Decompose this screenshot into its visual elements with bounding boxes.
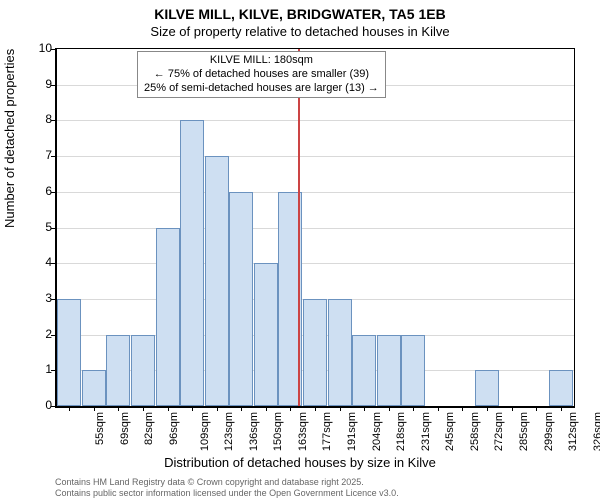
gridline [57, 263, 574, 264]
xtick-mark [340, 406, 341, 411]
xtick-label: 272sqm [494, 412, 506, 451]
xtick-mark [192, 406, 193, 411]
bar [377, 335, 401, 406]
xtick-label: 204sqm [371, 412, 383, 451]
xtick-mark [143, 406, 144, 411]
chart-title-main: KILVE MILL, KILVE, BRIDGWATER, TA5 1EB [0, 6, 600, 22]
reference-line [298, 49, 300, 406]
xtick-mark [168, 406, 169, 411]
gridline [57, 120, 574, 121]
annotation-box: KILVE MILL: 180sqm ← 75% of detached hou… [137, 51, 386, 98]
xtick-mark [389, 406, 390, 411]
xtick-mark [118, 406, 119, 411]
xtick-label: 285sqm [518, 412, 530, 451]
bar [180, 120, 204, 406]
annotation-line1: KILVE MILL: 180sqm [210, 54, 313, 66]
gridline [57, 192, 574, 193]
xtick-label: 312sqm [567, 412, 579, 451]
xtick-mark [462, 406, 463, 411]
xtick-label: 123sqm [223, 412, 235, 451]
bar [82, 370, 106, 406]
xtick-label: 191sqm [346, 412, 358, 451]
xtick-label: 55sqm [94, 412, 106, 445]
bar [254, 263, 278, 406]
xtick-mark [94, 406, 95, 411]
xtick-mark [487, 406, 488, 411]
xtick-label: 218sqm [395, 412, 407, 451]
bar [549, 370, 573, 406]
gridline [57, 228, 574, 229]
bar [106, 335, 130, 406]
ytick-label: 6 [32, 184, 52, 198]
footer-attribution: Contains HM Land Registry data © Crown c… [55, 477, 399, 498]
xtick-mark [290, 406, 291, 411]
bar [205, 156, 229, 406]
ytick-label: 9 [32, 77, 52, 91]
xtick-mark [241, 406, 242, 411]
ytick-label: 3 [32, 291, 52, 305]
annotation-line3: 25% of semi-detached houses are larger (… [144, 82, 379, 94]
bar [303, 299, 327, 406]
ytick-label: 4 [32, 255, 52, 269]
xtick-label: 177sqm [322, 412, 334, 451]
xtick-label: 245sqm [444, 412, 456, 451]
plot-area: KILVE MILL: 180sqm ← 75% of detached hou… [55, 48, 575, 408]
xtick-label: 258sqm [469, 412, 481, 451]
x-axis-label: Distribution of detached houses by size … [0, 455, 600, 470]
xtick-label: 150sqm [272, 412, 284, 451]
footer-line2: Contains public sector information licen… [55, 488, 399, 498]
ytick-label: 10 [32, 41, 52, 55]
bar [352, 335, 376, 406]
xtick-mark [438, 406, 439, 411]
xtick-mark [413, 406, 414, 411]
chart-title-sub: Size of property relative to detached ho… [0, 24, 600, 39]
ytick-label: 0 [32, 398, 52, 412]
ytick-label: 2 [32, 327, 52, 341]
bar [131, 335, 155, 406]
y-axis-label: Number of detached properties [2, 49, 17, 228]
xtick-label: 82sqm [143, 412, 155, 445]
bar [57, 299, 81, 406]
xtick-label: 109sqm [199, 412, 211, 451]
xtick-mark [266, 406, 267, 411]
xtick-mark [512, 406, 513, 411]
gridline [57, 156, 574, 157]
footer-line1: Contains HM Land Registry data © Crown c… [55, 477, 364, 487]
ytick-label: 5 [32, 220, 52, 234]
bar [156, 228, 180, 407]
ytick-label: 7 [32, 148, 52, 162]
xtick-label: 231sqm [420, 412, 432, 451]
xtick-label: 96sqm [168, 412, 180, 445]
ytick-label: 1 [32, 362, 52, 376]
xtick-mark [217, 406, 218, 411]
xtick-label: 326sqm [592, 412, 600, 451]
bar [328, 299, 352, 406]
xtick-label: 69sqm [119, 412, 131, 445]
bar [475, 370, 499, 406]
xtick-label: 299sqm [543, 412, 555, 451]
xtick-label: 163sqm [297, 412, 309, 451]
xtick-mark [315, 406, 316, 411]
xtick-mark [69, 406, 70, 411]
ytick-label: 8 [32, 112, 52, 126]
xtick-label: 136sqm [248, 412, 260, 451]
annotation-line2: ← 75% of detached houses are smaller (39… [154, 68, 369, 80]
bar [229, 192, 253, 406]
xtick-mark [364, 406, 365, 411]
xtick-mark [536, 406, 537, 411]
bar [401, 335, 425, 406]
xtick-mark [561, 406, 562, 411]
